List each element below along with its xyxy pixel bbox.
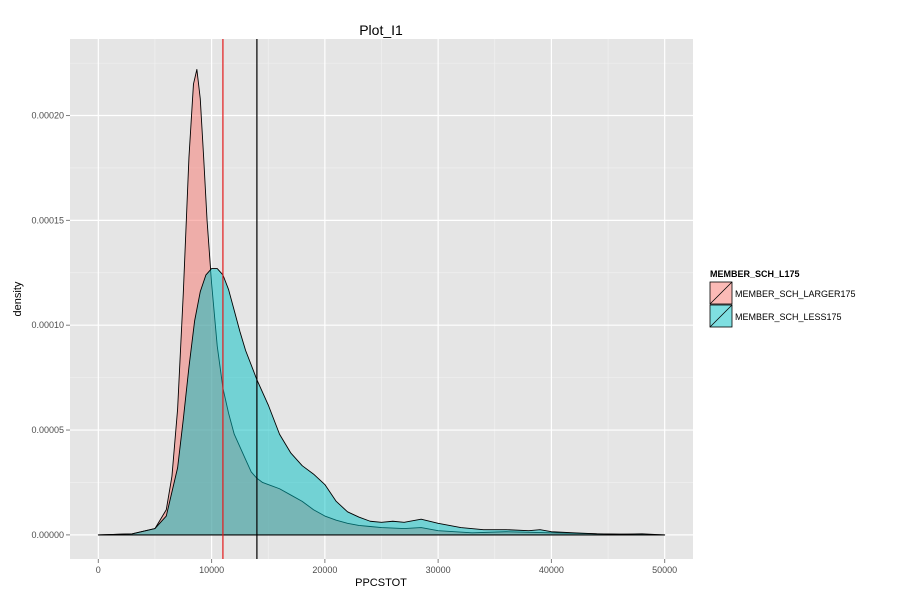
x-tick-label: 40000: [539, 565, 564, 575]
density-area-member-sch-less175: [97, 268, 666, 536]
major-grid: [70, 39, 693, 559]
legend: MEMBER_SCH_L175 MEMBER_SCH_LARGER175 MEMB…: [709, 269, 856, 328]
x-tick-label: 10000: [199, 565, 224, 575]
x-tick-label: 50000: [652, 565, 677, 575]
chart-title: Plot_I1: [359, 22, 403, 38]
legend-key-slash: [709, 281, 733, 305]
legend-label-member-sch-larger175: MEMBER_SCH_LARGER175: [735, 289, 856, 299]
x-axis-title: PPCSTOT: [355, 577, 407, 589]
y-axis-ticks: 0.00000 0.00005 0.00010 0.00015 0.00020: [31, 111, 70, 540]
y-tick-label: 0.00020: [31, 111, 64, 121]
y-tick-label: 0.00005: [31, 425, 64, 435]
x-tick-label: 30000: [426, 565, 451, 575]
x-tick-label: 20000: [312, 565, 337, 575]
y-tick-label: 0.00015: [31, 215, 64, 225]
y-tick-label: 0.00000: [31, 530, 64, 540]
legend-title: MEMBER_SCH_L175: [710, 269, 800, 279]
minor-grid: [70, 39, 693, 559]
x-axis-ticks: 0 10000 20000 30000 40000 50000: [96, 559, 677, 575]
legend-label-member-sch-less175: MEMBER_SCH_LESS175: [735, 312, 842, 322]
mean-lines: [222, 39, 258, 559]
legend-key-slash: [709, 304, 733, 328]
x-tick-label: 0: [96, 565, 101, 575]
y-axis-title: density: [12, 281, 24, 316]
y-tick-label: 0.00010: [31, 320, 64, 330]
